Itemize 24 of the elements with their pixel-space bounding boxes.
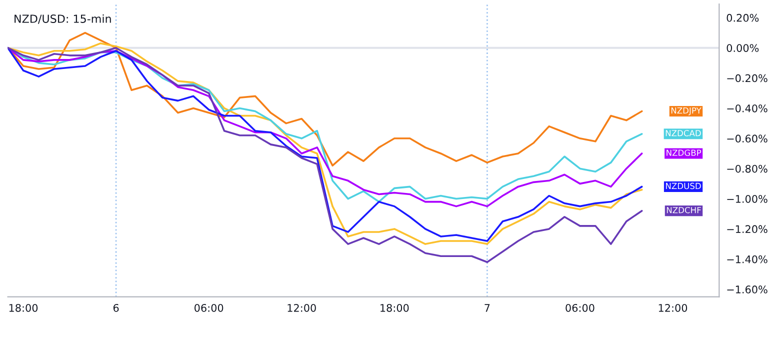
text: NZDCHF — [666, 206, 701, 214]
y-tick-label: −0.60% — [727, 134, 768, 143]
x-tick-label: 18:00 — [380, 304, 409, 312]
y-tick-label: −1.60% — [727, 286, 768, 294]
y-tick-label: −0.20% — [727, 74, 768, 82]
y-tick-label: −0.80% — [727, 164, 768, 173]
x-tick-label: 06:00 — [566, 304, 594, 312]
text: NZD/USD: 15-min — [14, 14, 111, 24]
text: NZDCAD — [666, 130, 701, 136]
x-tick-label: 12:00 — [658, 304, 688, 312]
y-tick-label: −0.40% — [727, 104, 768, 112]
y-tick-label: −1.40% — [727, 255, 768, 264]
y-tick-label: 0.00% — [726, 44, 759, 52]
text: NZDJPY — [671, 107, 702, 116]
x-tick-label: 12:00 — [288, 304, 316, 312]
x-tick-label: 06:00 — [194, 304, 224, 312]
y-tick-label: −1.20% — [727, 225, 768, 234]
y-tick-label: 0.20% — [726, 14, 759, 22]
x-tick-label: 18:00 — [9, 304, 38, 312]
text: NZDUSD — [666, 182, 701, 190]
y-tick-label: −1.00% — [727, 194, 768, 203]
x-tick-label: 7 — [484, 304, 490, 312]
text: NZDGBP — [666, 150, 702, 156]
x-tick-label: 6 — [113, 304, 119, 312]
